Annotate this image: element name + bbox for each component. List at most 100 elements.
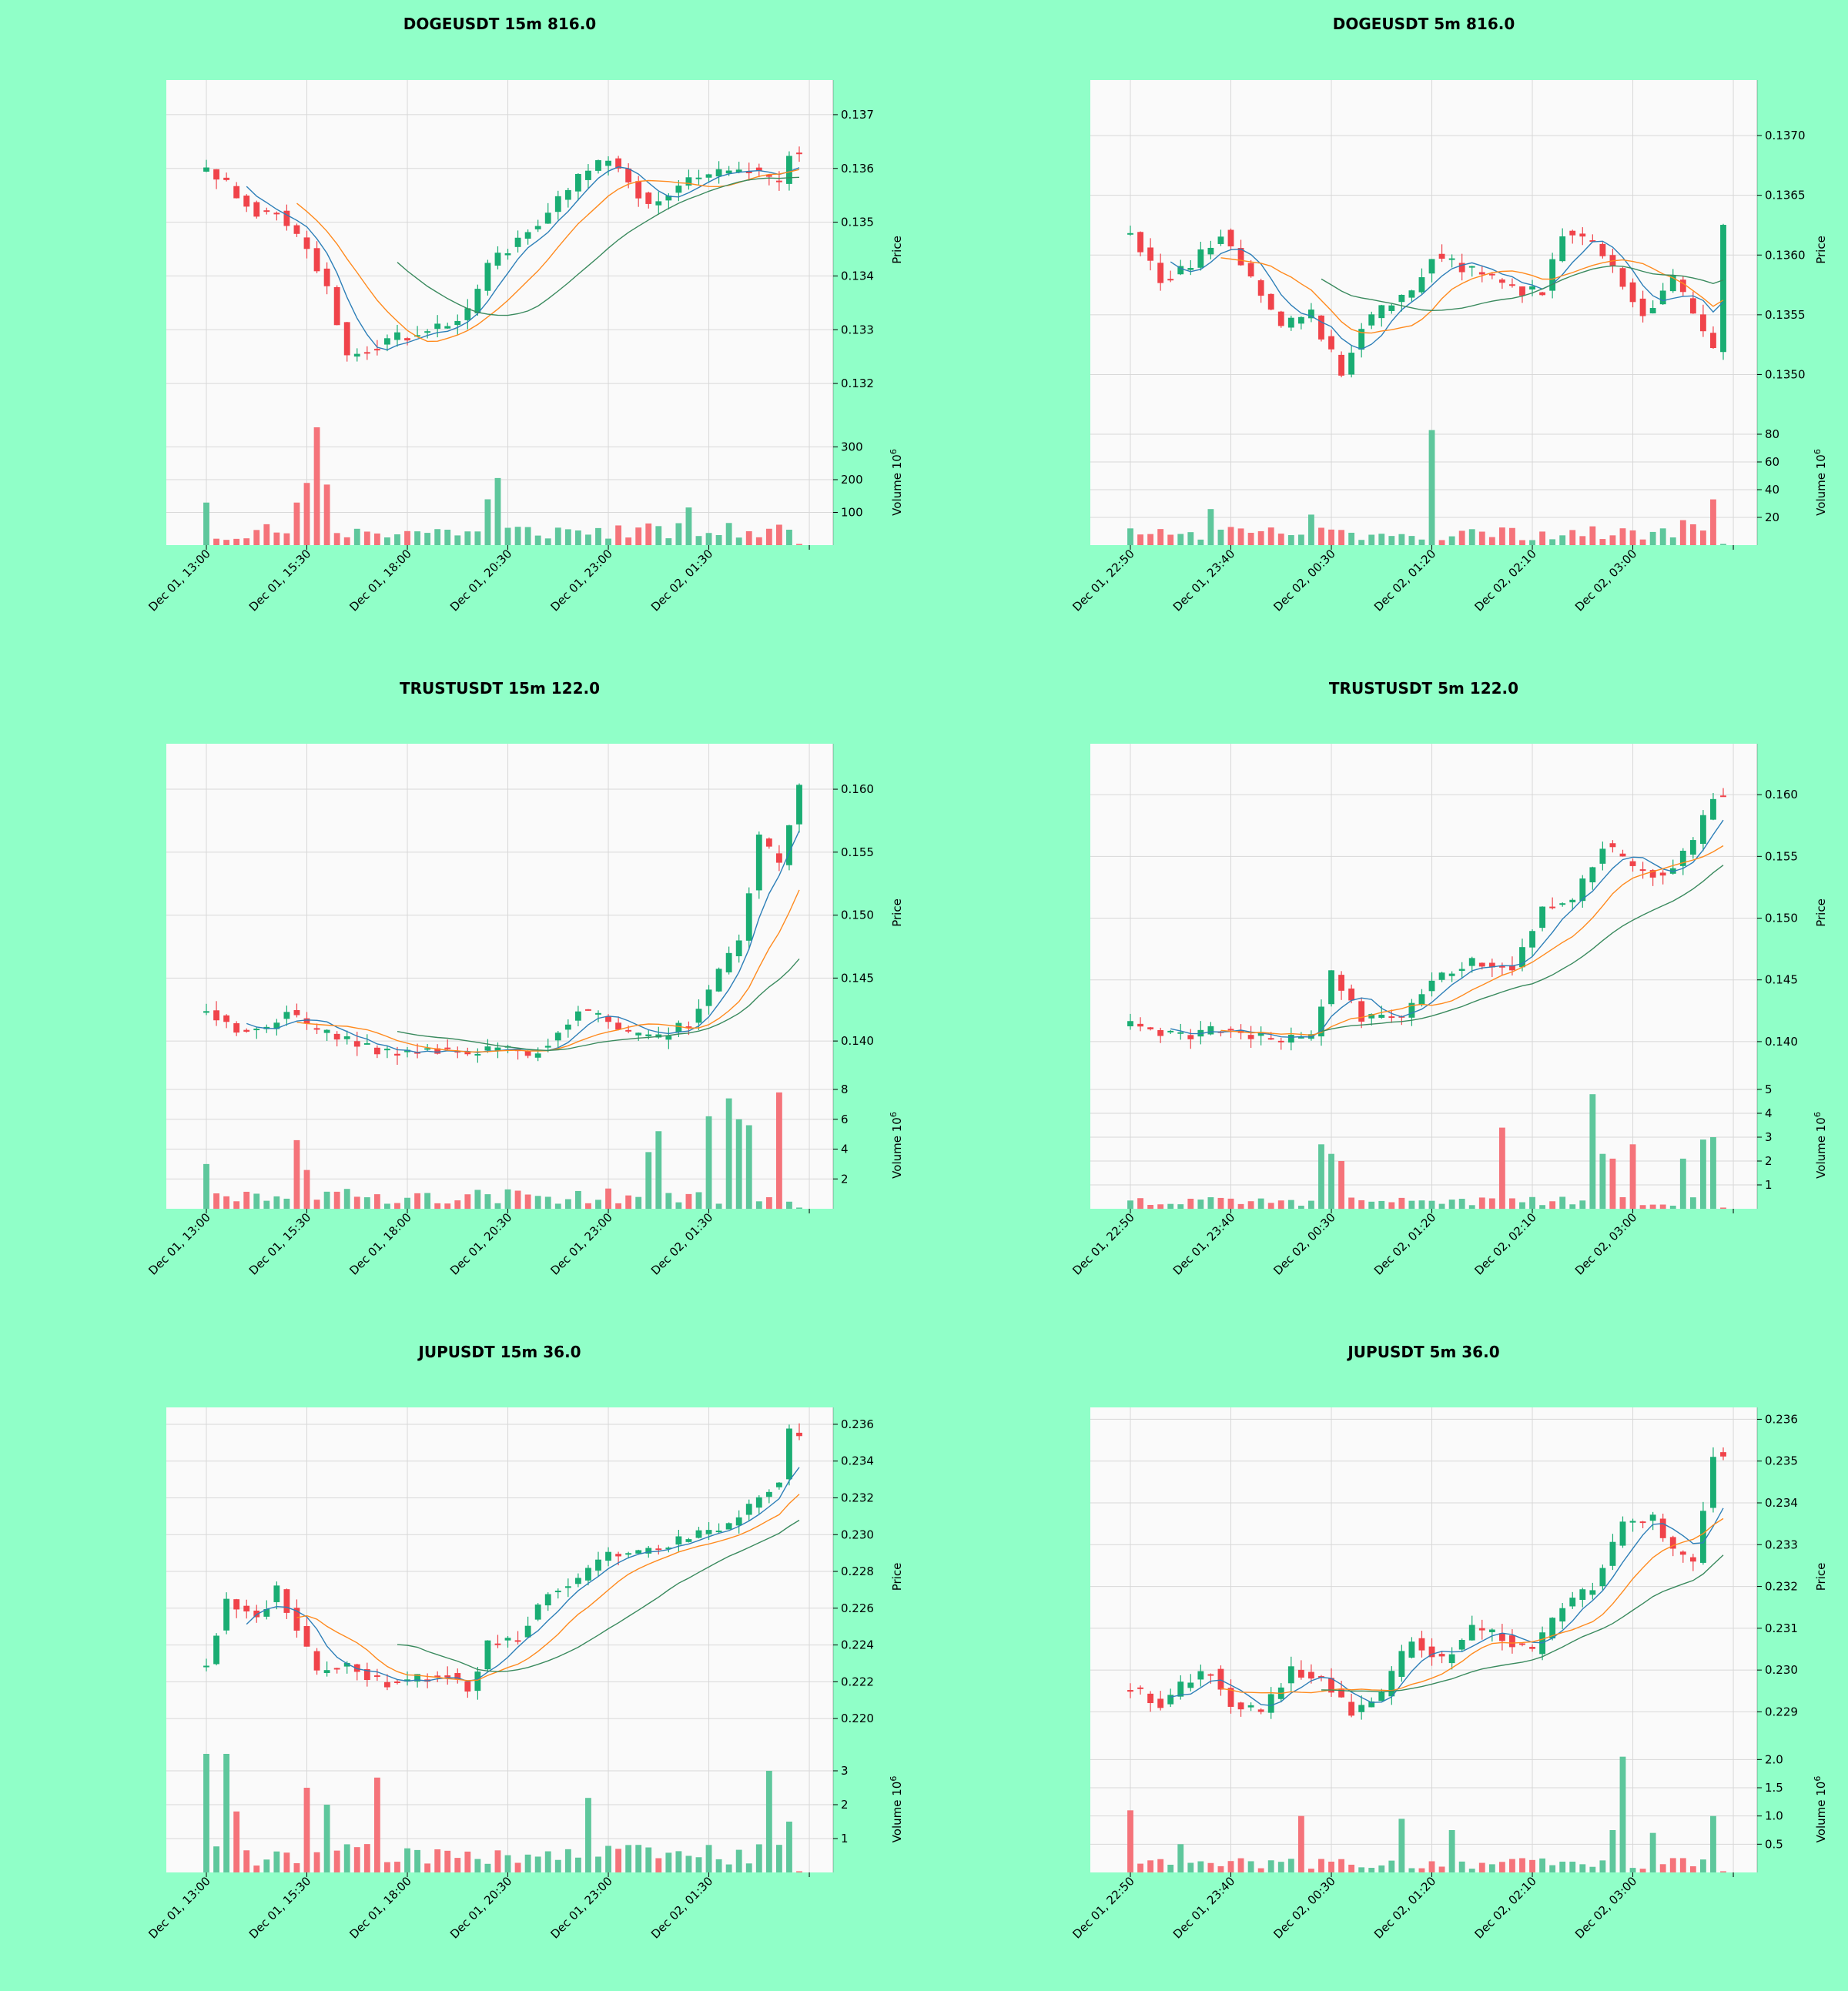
candle-body (735, 169, 742, 172)
candle-body (1579, 1589, 1586, 1600)
candle-body (1287, 1035, 1294, 1043)
volume-bar (1237, 1858, 1244, 1872)
volume-bar (1177, 534, 1184, 545)
volume-bar (1679, 1158, 1686, 1209)
volume-bar (1458, 530, 1465, 545)
ma-long-line (1321, 1554, 1724, 1693)
volume-bar (1287, 535, 1294, 545)
candle-body (353, 1664, 360, 1672)
volume-bar (1368, 534, 1375, 545)
price-tick-label: 0.1350 (1765, 367, 1806, 381)
volume-bar (273, 1851, 280, 1872)
volume-bar (454, 1858, 461, 1872)
candle-body (1328, 336, 1334, 350)
volume-bar (605, 1188, 611, 1209)
candle-body (1328, 970, 1334, 1005)
candle-body (263, 210, 270, 212)
candle-body (1277, 311, 1284, 326)
ma-long-line (397, 1519, 800, 1672)
volume-bar (554, 1203, 561, 1209)
candle-body (775, 1482, 782, 1487)
candle-body (353, 1041, 360, 1047)
price-tick-label: 0.1355 (1765, 308, 1806, 322)
volume-bar (1157, 529, 1164, 545)
candle-body (203, 167, 209, 172)
candle-body (645, 1034, 652, 1036)
price-tick-label: 0.236 (841, 1417, 874, 1431)
price-tick-label: 0.135 (841, 216, 874, 229)
candle-body (1659, 290, 1666, 305)
candle-body (253, 1610, 260, 1618)
candles (203, 1423, 802, 1700)
volume-bar (1559, 535, 1566, 545)
volume-bar (665, 1193, 672, 1209)
candle-body (675, 186, 682, 193)
volume-bar (765, 1771, 772, 1872)
volume-plot-area (1090, 1082, 1757, 1209)
candle-body (323, 1029, 330, 1033)
candle-body (1619, 268, 1626, 287)
volume-bar (1167, 1203, 1174, 1209)
volume-axis-label: Volume 106 (1813, 449, 1829, 516)
volume-bar (504, 1855, 511, 1872)
candle-body (745, 893, 752, 941)
candle-body (464, 1051, 471, 1055)
volume-bar (1488, 537, 1495, 545)
volume-bar (765, 1196, 772, 1209)
candle-body (1177, 1032, 1184, 1034)
price-tick-label: 0.228 (841, 1564, 874, 1578)
candle-body (223, 1015, 230, 1022)
candle-body (1659, 1518, 1666, 1538)
candle-body (1549, 259, 1556, 291)
price-tick-label: 0.234 (841, 1454, 874, 1468)
candle-body (213, 169, 219, 180)
candle-body (273, 212, 280, 215)
volume-bar (695, 1857, 702, 1872)
candle-body (645, 192, 652, 204)
volume-bar (564, 1849, 571, 1872)
ma-mid-line (296, 169, 800, 343)
volume-bar (1519, 1202, 1525, 1209)
candle-body (1639, 298, 1646, 316)
candle-body (474, 1053, 481, 1056)
price-tick-label: 0.230 (1765, 1663, 1798, 1677)
candle-body (1699, 1511, 1706, 1563)
candle-body (1207, 1674, 1214, 1676)
price-tick-label: 0.229 (1765, 1705, 1798, 1718)
candle-body (494, 1047, 501, 1051)
ma-long-line (1321, 265, 1724, 312)
candle-body (534, 1605, 541, 1620)
candle-body (293, 1608, 300, 1631)
x-tick-label: Dec 01, 18:00 (346, 1210, 413, 1277)
candle-body (1157, 1698, 1164, 1708)
price-tick-label: 0.133 (841, 323, 874, 336)
volume-bar (1609, 1830, 1616, 1872)
volume-bar (1509, 527, 1515, 545)
volume-bar (444, 529, 451, 545)
candle-body (1368, 1014, 1375, 1019)
candle-body (1378, 1015, 1385, 1018)
volume-bar (1458, 1861, 1465, 1872)
candle-body (1559, 903, 1566, 905)
volume-bar (1378, 534, 1385, 545)
candle-body (755, 167, 762, 171)
volume-axis-label: Volume 106 (1813, 1776, 1829, 1843)
candle-body (454, 320, 461, 326)
candle-body (735, 940, 742, 956)
volume-bar (464, 531, 471, 545)
candle-body (665, 196, 672, 201)
candle-body (343, 1036, 350, 1039)
volume-bar (1217, 1197, 1224, 1209)
candle-body (786, 1428, 792, 1480)
volume-bar (1297, 1206, 1304, 1209)
volume-bar (1277, 1200, 1284, 1209)
candle-body (263, 1608, 270, 1617)
candle-body (1418, 994, 1425, 1006)
candle-body (1247, 1035, 1254, 1039)
candle-body (1438, 972, 1445, 980)
volume-bar (1629, 530, 1636, 545)
candle-body (524, 1625, 531, 1638)
volume-bar (786, 1822, 792, 1872)
candle-body (1609, 1541, 1616, 1566)
candle-body (1388, 305, 1395, 311)
